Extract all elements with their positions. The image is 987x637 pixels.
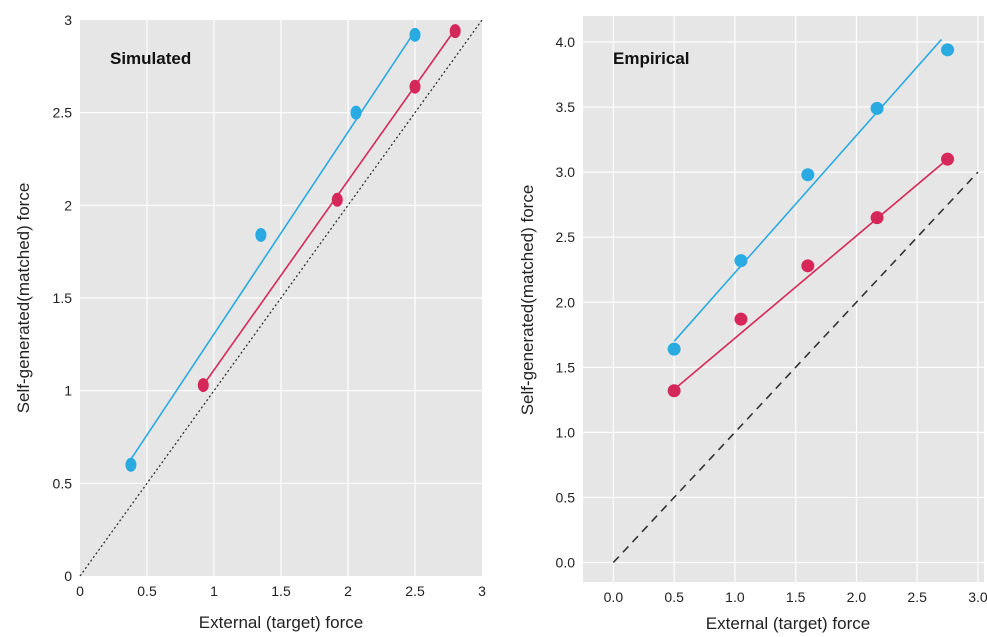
simulated-red-point xyxy=(197,378,209,393)
empirical-red-point xyxy=(870,211,884,225)
simulated-data-points xyxy=(125,24,461,472)
empirical-blue-point xyxy=(801,168,815,182)
simulated-x-tick-label: 0.5 xyxy=(137,583,157,599)
simulated-x-tick-label: 3 xyxy=(478,583,486,599)
simulated-y-tick-label: 3 xyxy=(64,12,72,28)
empirical-blue-point xyxy=(941,43,955,57)
simulated-y-axis-label: Self-generated(matched) force xyxy=(14,183,33,414)
simulated-y-tick-labels: 0 0.5 1 1.5 2 2.5 3 xyxy=(53,12,73,584)
empirical-identity-line xyxy=(612,171,979,564)
empirical-title: Empirical xyxy=(613,49,690,68)
simulated-red-point xyxy=(449,24,461,39)
empirical-y-tick-label: 4.0 xyxy=(556,34,576,50)
empirical-red-point xyxy=(734,312,748,326)
empirical-gridlines xyxy=(583,16,984,582)
empirical-identity-line-path xyxy=(612,171,979,564)
empirical-x-tick-labels: 0.0 0.5 1.0 1.5 2.0 2.5 3.0 xyxy=(604,589,987,605)
empirical-blue-fit-line xyxy=(673,38,943,342)
empirical-red-point xyxy=(941,152,955,166)
simulated-blue-point xyxy=(350,105,362,120)
empirical-y-tick-labels: 0.0 0.5 1.0 1.5 2.0 2.5 3.0 3.5 4.0 xyxy=(556,34,576,570)
empirical-y-tick-label: 0.5 xyxy=(556,489,576,505)
empirical-y-tick-label: 2.0 xyxy=(556,294,576,310)
simulated-x-axis-label: External (target) force xyxy=(199,613,363,632)
simulated-identity-line-path xyxy=(79,19,483,577)
simulated-y-tick-label: 0 xyxy=(64,568,72,584)
simulated-panel: 0 0.5 1 1.5 2 2.5 3 0 0.5 1 1.5 2 2.5 3 Simulated Ex… xyxy=(14,12,486,632)
empirical-x-axis-label: External (target) force xyxy=(706,614,870,633)
simulated-x-tick-label: 2 xyxy=(344,583,352,599)
empirical-x-tick-label: 0.5 xyxy=(664,589,684,605)
empirical-y-tick-label: 3.5 xyxy=(556,99,576,115)
simulated-y-tick-label: 1.5 xyxy=(53,290,73,306)
empirical-y-tick-label: 3.0 xyxy=(556,164,576,180)
empirical-blue-point xyxy=(870,101,884,115)
empirical-fit-lines xyxy=(673,38,949,391)
simulated-identity-line xyxy=(79,19,483,577)
empirical-x-tick-label: 1.5 xyxy=(786,589,806,605)
empirical-red-point xyxy=(667,384,681,398)
simulated-x-tick-label: 2.5 xyxy=(405,583,425,599)
empirical-y-tick-label: 2.5 xyxy=(556,229,576,245)
empirical-red-fit-line xyxy=(673,158,949,391)
simulated-y-tick-label: 2 xyxy=(64,197,72,213)
empirical-y-tick-label: 0.0 xyxy=(556,554,576,570)
empirical-x-tick-label: 2.0 xyxy=(847,589,867,605)
simulated-blue-point xyxy=(255,227,267,242)
empirical-y-tick-label: 1.5 xyxy=(556,359,576,375)
simulated-red-point xyxy=(331,192,343,207)
simulated-x-tick-label: 1.5 xyxy=(271,583,291,599)
empirical-data-points xyxy=(667,43,955,398)
simulated-x-tick-labels: 0 0.5 1 1.5 2 2.5 3 xyxy=(76,583,486,599)
simulated-blue-fit-line xyxy=(130,30,416,460)
simulated-x-tick-label: 1 xyxy=(210,583,218,599)
simulated-blue-point xyxy=(409,27,421,42)
empirical-x-tick-label: 1.0 xyxy=(725,589,745,605)
simulated-x-tick-label: 0 xyxy=(76,583,84,599)
empirical-y-tick-label: 1.0 xyxy=(556,424,576,440)
empirical-blue-point xyxy=(667,342,681,356)
empirical-x-tick-label: 0.0 xyxy=(604,589,624,605)
empirical-red-point xyxy=(801,259,815,273)
simulated-y-tick-label: 2.5 xyxy=(53,105,73,121)
simulated-red-point xyxy=(409,79,421,94)
simulated-y-tick-label: 0.5 xyxy=(53,475,73,491)
simulated-y-tick-label: 1 xyxy=(64,383,72,399)
empirical-y-axis-label: Self-generated(matched) force xyxy=(518,185,537,416)
simulated-title: Simulated xyxy=(110,49,191,68)
empirical-panel: 0.0 0.5 1.0 1.5 2.0 2.5 3.0 0.0 0.5 1.0 1.5 2.0 2.5… xyxy=(518,16,987,633)
empirical-x-tick-label: 3.0 xyxy=(968,589,987,605)
empirical-blue-point xyxy=(734,254,748,268)
simulated-blue-point xyxy=(125,457,137,472)
empirical-x-tick-label: 2.5 xyxy=(907,589,927,605)
